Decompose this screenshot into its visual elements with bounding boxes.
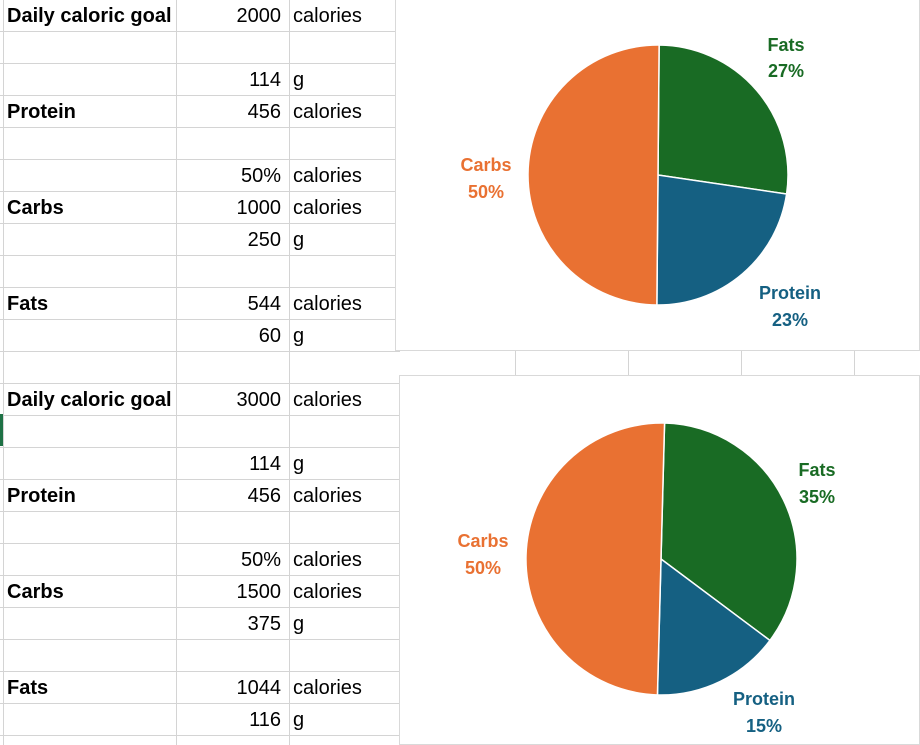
carbs-percent[interactable]: 50%	[240, 165, 281, 187]
grid-line	[515, 350, 516, 377]
pie-slice-carbs[interactable]	[525, 422, 666, 696]
data-label-percent: 35%	[799, 487, 835, 507]
grid-line	[0, 63, 400, 64]
goal-label[interactable]: Daily caloric goal	[7, 389, 172, 411]
protein-grams[interactable]: 114	[249, 69, 281, 91]
pie-slice-fats[interactable]	[657, 44, 789, 195]
fats-grams-unit[interactable]: g	[293, 709, 305, 731]
grid-line	[0, 703, 400, 704]
carbs-calories[interactable]: 1000	[236, 197, 282, 219]
fats-calories[interactable]: 544	[247, 293, 281, 315]
pie-chart-2000[interactable]: Fats 27% Protein 23% Carbs 50%	[395, 0, 920, 351]
data-label-percent: 15%	[746, 716, 782, 736]
pie-chart-3000[interactable]: Fats 35% Protein 15% Carbs 50%	[399, 375, 920, 745]
data-label-category: Fats	[767, 35, 804, 55]
goal-unit[interactable]: calories	[293, 5, 362, 27]
data-label-percent: 27%	[768, 61, 804, 81]
carbs-grams-unit[interactable]: g	[293, 229, 305, 251]
grid-line	[289, 0, 290, 745]
data-label-category: Fats	[798, 460, 835, 480]
carbs-label[interactable]: Carbs	[7, 581, 64, 603]
data-label-category: Protein	[759, 283, 821, 303]
grid-line	[3, 0, 4, 745]
grid-line	[0, 543, 400, 544]
fats-grams-unit[interactable]: g	[293, 325, 305, 347]
grid-line	[0, 287, 400, 288]
grid-line	[0, 95, 400, 96]
grid-line	[0, 319, 400, 320]
carbs-percent[interactable]: 50%	[240, 549, 281, 571]
pie-slice-protein[interactable]	[656, 557, 771, 696]
grid-line	[0, 607, 400, 608]
fats-grams[interactable]: 60	[258, 325, 281, 347]
protein-label[interactable]: Protein	[7, 101, 76, 123]
grid-line	[0, 159, 400, 160]
grid-line	[176, 0, 177, 745]
grid-line	[0, 511, 400, 512]
pie-chart-svg: Fats 27% Protein 23% Carbs 50%	[460, 35, 821, 330]
fats-grams[interactable]: 116	[249, 709, 281, 731]
carbs-calories-unit[interactable]: calories	[293, 197, 362, 219]
pie-slice-protein[interactable]	[656, 174, 788, 306]
goal-value[interactable]: 3000	[236, 389, 282, 411]
data-label-percent: 50%	[468, 182, 504, 202]
data-label-percent: 23%	[772, 310, 808, 330]
grid-line	[628, 350, 629, 377]
grid-line	[0, 351, 400, 352]
goal-unit[interactable]: calories	[293, 389, 362, 411]
grid-line	[0, 447, 400, 448]
grid-line	[0, 31, 400, 32]
data-label-category: Carbs	[460, 155, 511, 175]
grid-line	[0, 383, 400, 384]
protein-calories-unit[interactable]: calories	[293, 485, 362, 507]
grid-line	[0, 671, 400, 672]
carbs-grams-unit[interactable]: g	[293, 613, 305, 635]
grid-line	[741, 350, 742, 377]
grid-line	[0, 415, 400, 416]
protein-calories-unit[interactable]: calories	[293, 101, 362, 123]
grid-line	[0, 479, 400, 480]
protein-grams[interactable]: 114	[249, 453, 281, 475]
goal-label[interactable]: Daily caloric goal	[7, 5, 172, 27]
pie-chart-svg: Fats 35% Protein 15% Carbs 50%	[457, 422, 836, 736]
pie-slice-fats[interactable]	[660, 422, 798, 642]
grid-line	[0, 735, 400, 736]
fats-calories-unit[interactable]: calories	[293, 677, 362, 699]
carbs-calories-unit[interactable]: calories	[293, 581, 362, 603]
grid-line	[0, 575, 400, 576]
grid-line	[0, 639, 400, 640]
fats-calories[interactable]: 1044	[236, 677, 282, 699]
data-label-percent: 50%	[465, 558, 501, 578]
grid-line	[854, 350, 855, 377]
grid-line	[0, 223, 400, 224]
grid-line	[0, 255, 400, 256]
carbs-percent-unit[interactable]: calories	[293, 165, 362, 187]
grid-line	[0, 127, 400, 128]
protein-calories[interactable]: 456	[247, 485, 281, 507]
protein-grams-unit[interactable]: g	[293, 69, 305, 91]
grid-line	[0, 191, 400, 192]
carbs-grams[interactable]: 375	[247, 613, 281, 635]
fats-label[interactable]: Fats	[7, 677, 49, 699]
protein-calories[interactable]: 456	[247, 101, 281, 123]
carbs-percent-unit[interactable]: calories	[293, 549, 362, 571]
carbs-label[interactable]: Carbs	[7, 197, 64, 219]
protein-grams-unit[interactable]: g	[293, 453, 305, 475]
goal-value[interactable]: 2000	[236, 5, 282, 27]
fats-label[interactable]: Fats	[7, 293, 49, 315]
data-label-category: Protein	[733, 689, 795, 709]
pie-slice-carbs[interactable]	[527, 44, 660, 306]
carbs-calories[interactable]: 1500	[236, 581, 282, 603]
protein-label[interactable]: Protein	[7, 485, 76, 507]
active-cell-indicator	[0, 414, 3, 446]
fats-calories-unit[interactable]: calories	[293, 293, 362, 315]
carbs-grams[interactable]: 250	[247, 229, 281, 251]
data-label-category: Carbs	[457, 531, 508, 551]
